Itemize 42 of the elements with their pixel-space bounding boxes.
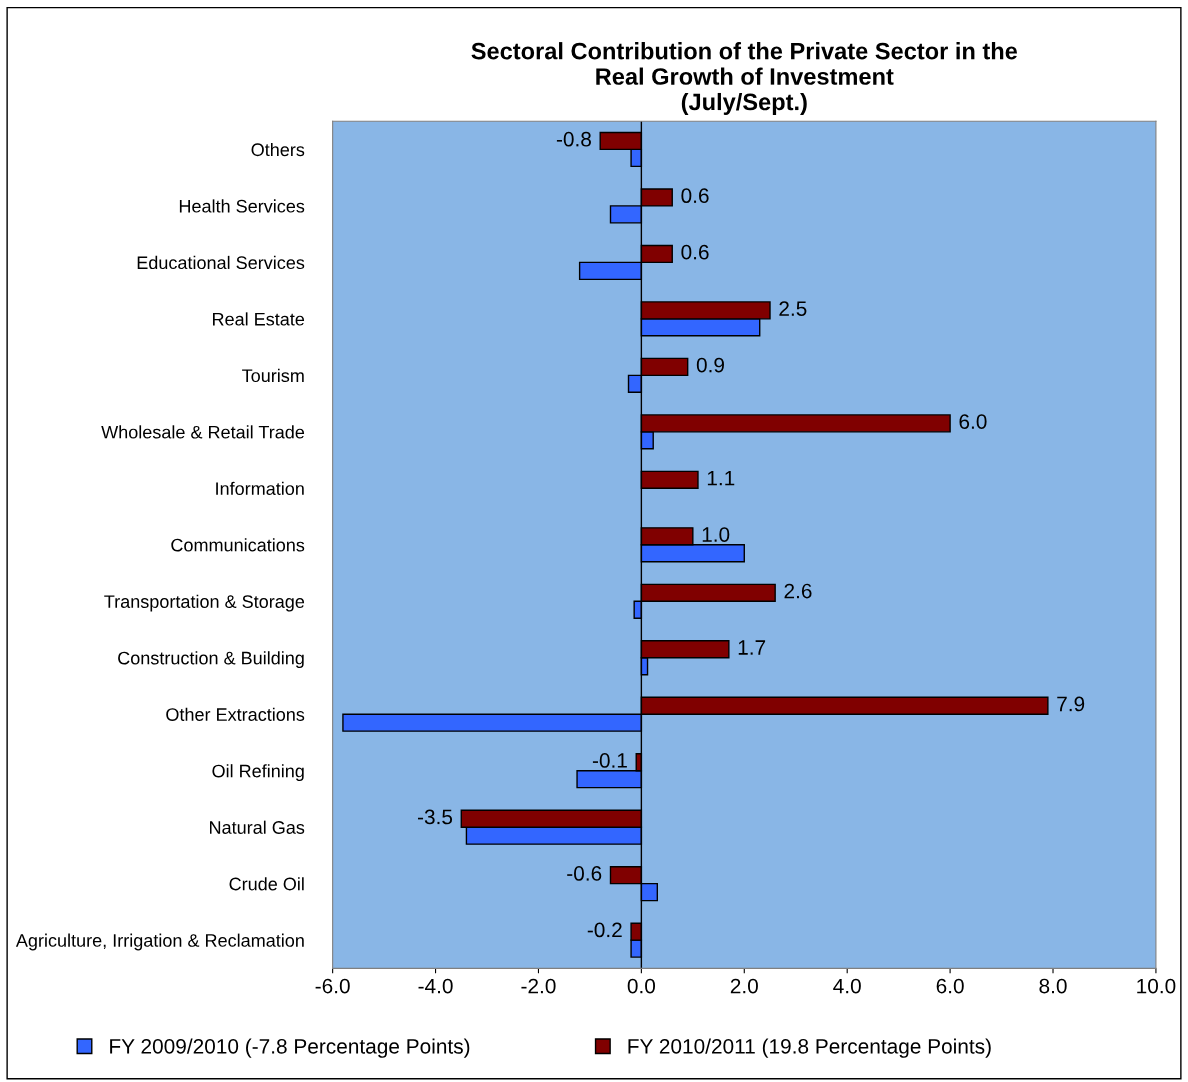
x-tick-label: 2.0 <box>730 978 758 994</box>
data-label: -0.8 <box>556 131 591 147</box>
x-tick-label: -2.0 <box>521 978 556 994</box>
y-tick-label: Natural Gas <box>210 820 305 834</box>
y-tick-label: Communications <box>171 538 305 552</box>
data-label: -0.6 <box>567 866 602 881</box>
y-tick-label: Tourism <box>242 368 304 383</box>
data-label: 0.6 <box>681 244 709 260</box>
y-tick-label: Transportation & Storage <box>104 594 305 612</box>
data-label: 0.6 <box>681 188 709 204</box>
legend-label: FY 2010/2011 (19.8 Percentage Points) <box>628 1038 991 1058</box>
y-tick-label: Crude Oil <box>229 877 304 891</box>
x-tick-label: 4.0 <box>833 978 861 994</box>
y-tick-label: Others <box>251 142 305 157</box>
chart-title: Sectoral Contribution of the Private Sector in the Real Growth of Investment (July/Sept.) <box>471 42 1018 115</box>
y-tick-label: Wholesale & Retail Trade <box>101 425 305 439</box>
data-label: 1.0 <box>702 527 730 542</box>
y-tick-label: Health Services <box>179 199 305 213</box>
y-tick-label: Other Extractions <box>166 707 305 721</box>
y-tick-label: Construction & Building <box>118 651 304 669</box>
y-tick-label: Oil Refining <box>212 764 304 781</box>
y-tick-label: Information <box>216 481 304 496</box>
y-tick-label: Educational Services <box>137 255 305 270</box>
data-label: 7.9 <box>1057 696 1085 712</box>
data-label: 6.0 <box>959 414 987 429</box>
y-tick-label: Real Estate <box>213 312 305 326</box>
legend-label: FY 2009/2010 (-7.8 Percentage Points) <box>110 1038 470 1058</box>
data-label: 2.5 <box>779 301 807 316</box>
x-tick-label: 8.0 <box>1039 978 1067 994</box>
data-label: 1.7 <box>738 640 766 655</box>
y-tick-label: Agriculture, Irrigation & Reclamation <box>15 933 304 951</box>
data-label: -3.5 <box>417 809 453 825</box>
data-label: 0.9 <box>696 357 724 373</box>
data-label: 1.1 <box>707 470 735 486</box>
x-tick-label: 6.0 <box>936 978 964 994</box>
data-label: 2.6 <box>784 583 812 599</box>
x-tick-label: 0.0 <box>627 978 656 994</box>
data-label: -0.2 <box>587 922 622 938</box>
data-label: -0.1 <box>592 753 627 768</box>
x-tick-label: -6.0 <box>315 978 350 994</box>
x-tick-label: 10.0 <box>1137 978 1176 994</box>
x-tick-label: -4.0 <box>418 978 453 994</box>
